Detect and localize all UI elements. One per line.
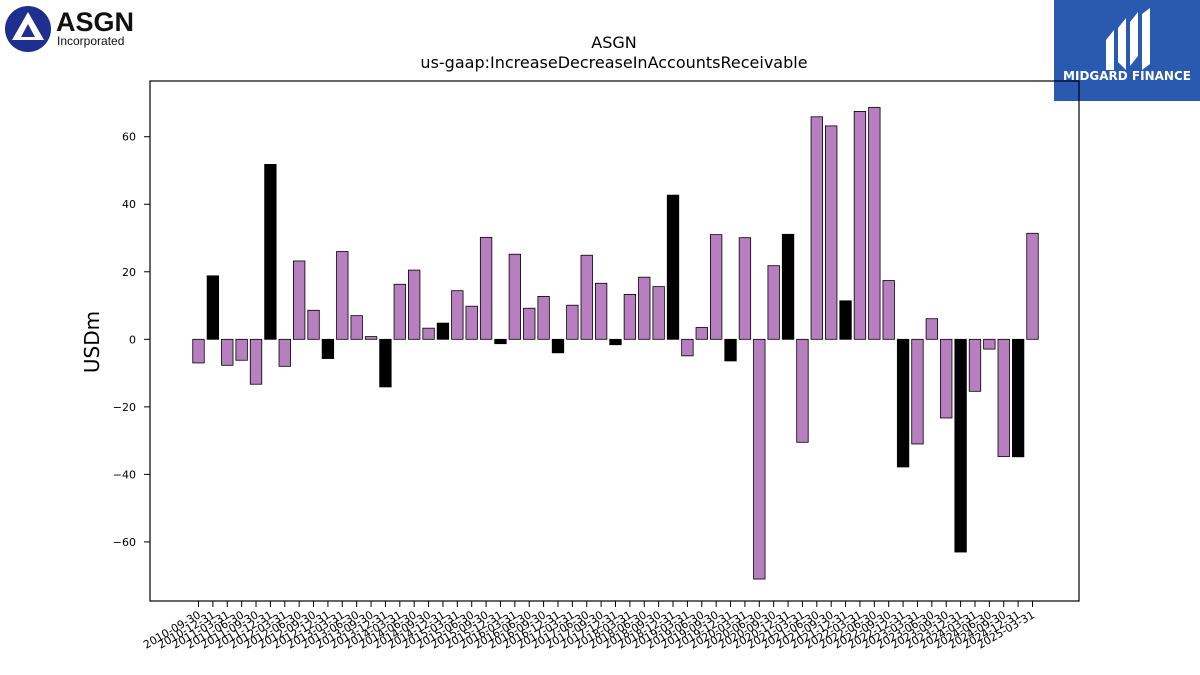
bar-2021-06-30 [810,116,823,340]
bar-2025-03-31 [1026,232,1039,340]
bar-2011-03-31 [221,338,234,366]
y-tick-label: 40 [122,198,136,211]
bar-2014-06-30 [408,269,421,340]
bar-2019-03-31 [681,338,694,357]
bar-2024-03-31 [968,338,982,392]
bar-2014-09-30 [422,327,435,340]
bar-2011-09-30 [249,338,263,385]
bar-2019-12-31 [724,338,737,362]
bar-2018-09-30 [652,286,665,340]
bar-2017-12-31 [609,338,622,346]
chart-title: ASGN [591,33,636,52]
y-tick-label: −60 [113,536,136,549]
bar-2019-09-30 [710,234,723,340]
bar-2018-03-31 [623,294,637,340]
y-tick-label: 60 [122,131,136,144]
bar-2020-09-30 [767,265,780,340]
bar-2017-09-30 [594,282,608,340]
bar-2012-12-31 [321,338,335,359]
bar-2014-03-31 [393,283,406,340]
bar-2021-12-31 [839,300,852,340]
bar-2015-12-31 [494,338,507,345]
bar-2012-03-31 [278,338,291,367]
bar-2012-06-30 [293,260,306,340]
midgard-finance-logo: MIDGARD FINANCE [1054,0,1200,101]
y-tick-label: 0 [129,333,136,346]
bar-2022-03-31 [853,110,867,340]
bar-2023-06-30 [925,318,938,340]
plot-frame [149,80,1080,602]
bar-2014-12-31 [436,322,450,340]
bar-2010-12-31 [206,275,220,340]
bar-2024-09-30 [997,338,1010,457]
bar-2024-06-30 [983,338,996,350]
y-tick-label: 20 [122,266,136,279]
bar-2019-06-30 [695,327,708,340]
asgn-logo: ASGN Incorporated [4,4,154,54]
y-axis: −60 −40 −20 0 20 40 60 [113,131,150,549]
bar-2015-09-30 [479,236,493,340]
x-axis: 2010-09-302010-12-312011-03-312011-06-30… [141,601,1037,652]
bar-2023-03-31 [911,338,924,445]
bar-2016-09-30 [537,296,550,340]
bar-2020-12-31 [781,233,795,340]
bars-group [192,106,1039,580]
bar-2022-12-31 [896,338,910,468]
bar-2013-06-30 [350,315,363,340]
bar-2023-12-31 [954,338,967,553]
midgard-logo-icon [1106,8,1150,70]
bar-2015-03-31 [451,290,464,340]
bar-2022-09-30 [882,280,895,340]
bar-2013-09-30 [364,336,378,340]
bar-2017-03-31 [566,304,579,340]
bar-2016-12-31 [551,338,565,354]
bar-2013-12-31 [379,338,392,388]
y-tick-label: −40 [113,468,136,481]
chart-subtitle: us-gaap:IncreaseDecreaseInAccountsReceiv… [420,53,807,72]
bar-2015-06-30 [465,305,478,340]
asgn-logo-subtext: Incorporated [57,34,124,48]
bar-2020-03-31 [738,237,752,340]
bar-2016-06-30 [523,307,536,340]
bar-2024-12-31 [1011,338,1025,458]
bar-2012-09-30 [307,309,320,340]
bar-2013-03-31 [336,251,349,340]
y-tick-label: −20 [113,401,136,414]
y-axis-label: USDm [80,311,104,373]
asgn-logo-text: ASGN [56,7,134,37]
bar-2018-06-30 [638,276,651,340]
bar-2011-06-30 [235,338,248,361]
bar-2023-09-30 [940,338,953,419]
bar-2010-09-30 [192,338,205,364]
bar-2016-03-31 [508,253,521,340]
bar-2021-03-31 [796,338,809,443]
bar-2017-06-30 [580,254,593,340]
bar-2018-12-31 [666,194,680,340]
bar-2011-12-31 [264,164,277,340]
bar-2022-06-30 [868,106,881,340]
bar-2021-09-30 [825,125,838,340]
bar-2020-06-30 [753,338,766,580]
midgard-logo-text: MIDGARD FINANCE [1063,69,1191,83]
